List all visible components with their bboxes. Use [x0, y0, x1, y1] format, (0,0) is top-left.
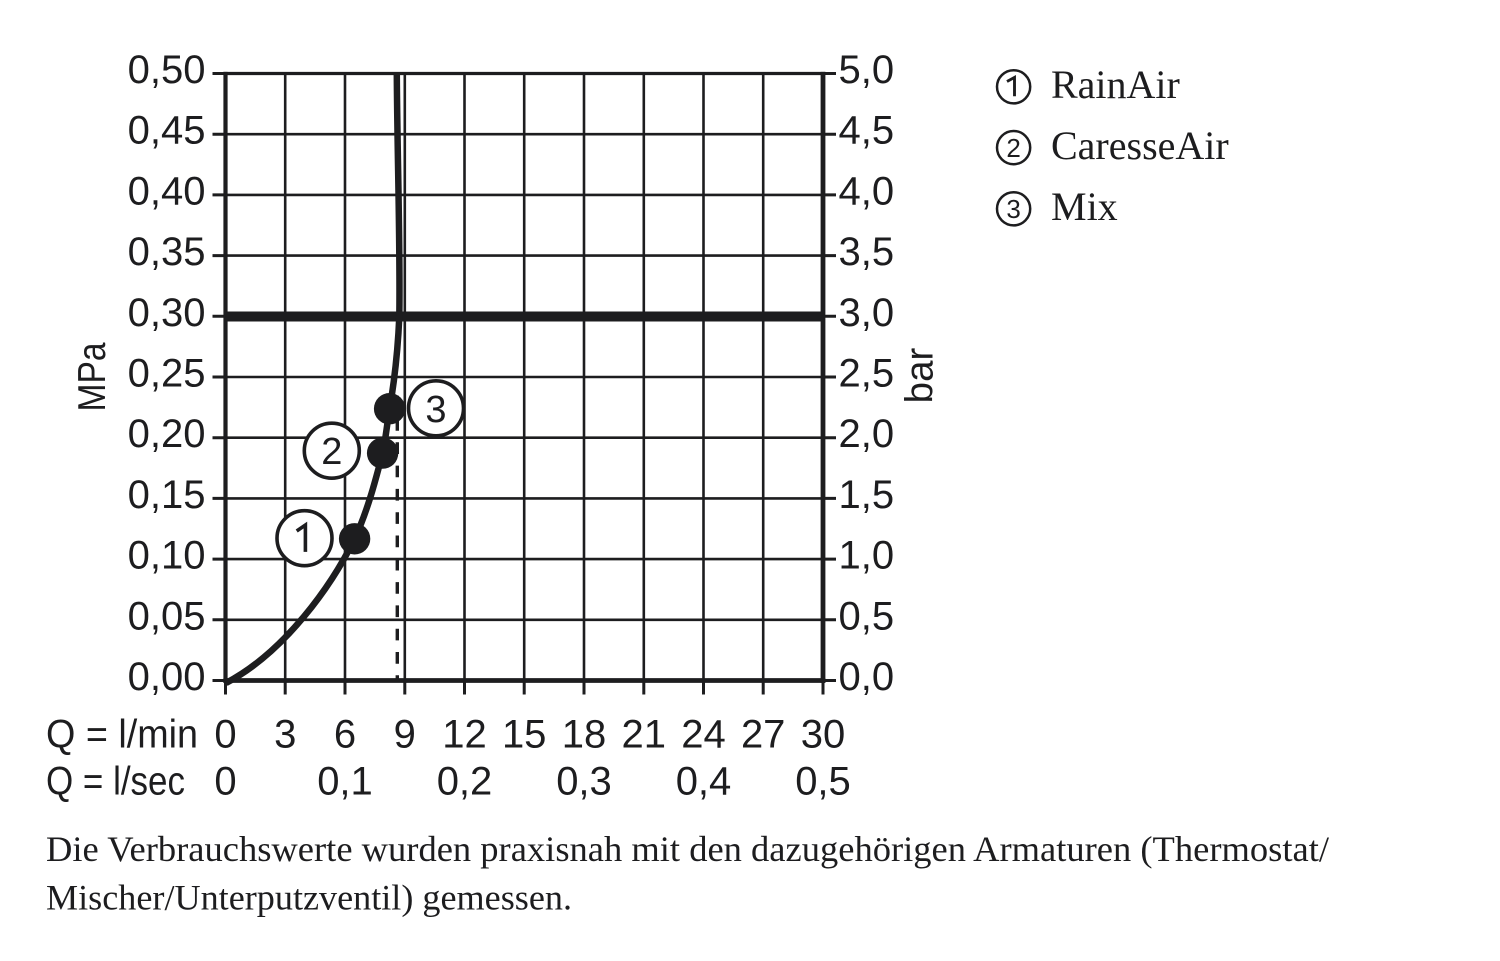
svg-text:0,15: 0,15	[128, 473, 206, 517]
svg-text:2: 2	[1006, 133, 1020, 163]
svg-text:9: 9	[394, 713, 416, 757]
svg-text:CaresseAir: CaresseAir	[1051, 123, 1229, 168]
svg-text:0,1: 0,1	[317, 760, 373, 804]
svg-text:Q = l/min: Q = l/min	[46, 713, 198, 757]
svg-text:2,0: 2,0	[839, 412, 895, 456]
svg-text:4,5: 4,5	[839, 109, 895, 153]
svg-text:0,40: 0,40	[128, 169, 206, 213]
svg-text:Mischer/Unterputzventil) gemes: Mischer/Unterputzventil) gemessen.	[46, 878, 572, 918]
svg-text:Die Verbrauchswerte wurden pra: Die Verbrauchswerte wurden praxisnah mit…	[46, 829, 1329, 869]
svg-text:3: 3	[274, 713, 296, 757]
svg-text:0,5: 0,5	[795, 760, 851, 804]
svg-text:0,30: 0,30	[128, 291, 206, 335]
svg-text:18: 18	[562, 713, 607, 757]
svg-text:0,05: 0,05	[128, 594, 206, 638]
svg-text:0,50: 0,50	[128, 48, 206, 92]
svg-text:6: 6	[334, 713, 356, 757]
svg-text:3,5: 3,5	[839, 230, 895, 274]
svg-text:27: 27	[741, 713, 786, 757]
svg-text:Q = l/sec: Q = l/sec	[46, 760, 185, 804]
svg-text:1,5: 1,5	[839, 473, 895, 517]
svg-text:30: 30	[801, 713, 846, 757]
svg-text:3,0: 3,0	[839, 291, 895, 335]
svg-text:0,35: 0,35	[128, 230, 206, 274]
svg-text:12: 12	[442, 713, 487, 757]
svg-text:3: 3	[1006, 194, 1020, 224]
svg-text:4,0: 4,0	[839, 169, 895, 213]
svg-text:0: 0	[214, 713, 236, 757]
svg-text:24: 24	[681, 713, 726, 757]
svg-text:5,0: 5,0	[839, 48, 895, 92]
svg-text:15: 15	[502, 713, 547, 757]
svg-text:0,10: 0,10	[128, 534, 206, 578]
svg-text:RainAir: RainAir	[1051, 62, 1180, 107]
svg-text:0,20: 0,20	[128, 412, 206, 456]
svg-text:0,4: 0,4	[676, 760, 732, 804]
svg-text:0,00: 0,00	[128, 655, 206, 699]
svg-text:Mix: Mix	[1051, 184, 1118, 229]
svg-text:3: 3	[425, 389, 446, 431]
svg-text:0,3: 0,3	[556, 760, 612, 804]
svg-text:0,25: 0,25	[128, 352, 206, 396]
svg-text:2,5: 2,5	[839, 352, 895, 396]
svg-text:1,0: 1,0	[839, 534, 895, 578]
svg-text:0,5: 0,5	[839, 594, 895, 638]
svg-text:0,2: 0,2	[437, 760, 493, 804]
svg-text:bar: bar	[899, 348, 942, 404]
svg-text:2: 2	[321, 431, 342, 473]
svg-text:0: 0	[214, 760, 236, 804]
svg-text:MPa: MPa	[71, 342, 114, 412]
svg-text:0,45: 0,45	[128, 109, 206, 153]
svg-text:0,0: 0,0	[839, 655, 895, 699]
svg-text:21: 21	[622, 713, 667, 757]
